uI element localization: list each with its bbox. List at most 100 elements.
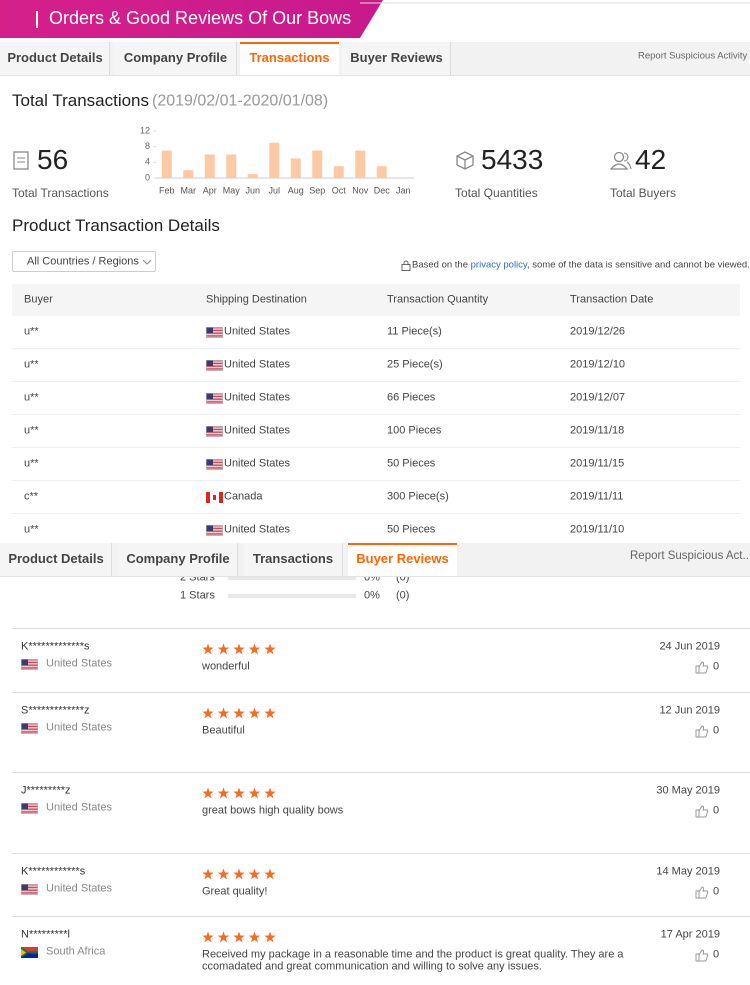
table-cell: 50 Pieces	[387, 457, 436, 470]
report-link[interactable]: Report Suspicious Activity	[638, 50, 748, 62]
flag-band	[219, 492, 223, 503]
flag-stripe	[206, 529, 223, 531]
y-tick-label: 12	[140, 125, 150, 135]
flag-stripe	[206, 367, 223, 369]
tab-label[interactable]: Transactions	[249, 50, 330, 66]
like-count[interactable]: 0	[713, 885, 720, 898]
bar	[333, 166, 344, 178]
tab-label[interactable]: Product Details	[7, 50, 103, 66]
like-count[interactable]: 0	[713, 724, 720, 737]
flag-stripe	[206, 532, 223, 534]
flag	[206, 492, 223, 503]
flag-border	[21, 723, 38, 734]
flag-stripe	[21, 810, 38, 812]
table-cell: u**	[24, 391, 39, 404]
tab-label[interactable]: Product Details	[8, 551, 104, 567]
review-divider	[12, 692, 750, 693]
bar	[204, 154, 215, 178]
flag-stripe	[21, 730, 38, 732]
star	[264, 931, 276, 943]
flag-canton	[21, 659, 28, 665]
report-link[interactable]: Report Suspicious Act...	[630, 550, 750, 563]
bar	[290, 158, 301, 178]
x-tick-label: Feb	[159, 185, 175, 195]
like-icon	[695, 725, 709, 738]
stat-icon	[610, 151, 632, 170]
flag-stripe	[206, 394, 223, 396]
flag-stripe	[206, 534, 223, 536]
rating	[202, 643, 276, 655]
bar	[247, 174, 258, 178]
flag-stripe	[206, 427, 223, 429]
stat-value: 56	[37, 144, 69, 176]
star	[217, 643, 230, 655]
star	[248, 868, 261, 880]
column-header: Transaction Date	[570, 293, 654, 306]
review-text: Beautiful	[202, 724, 245, 737]
star	[264, 643, 276, 655]
flag-stripe	[206, 435, 223, 437]
star	[264, 707, 276, 719]
x-tick-label: Jul	[268, 185, 280, 195]
tab-label[interactable]: Company Profile	[126, 551, 230, 567]
tab-label[interactable]: Company Profile	[123, 50, 228, 66]
flag-stripe	[206, 463, 223, 465]
flag-stripe	[206, 460, 223, 462]
section-heading: Product Transaction Details	[12, 215, 220, 235]
x-tick-label: Mar	[181, 185, 197, 195]
review-text: ccomadated and great communication and w…	[202, 960, 542, 973]
star	[217, 787, 230, 799]
tab-label[interactable]: Transactions	[252, 551, 334, 567]
privacy-note: Based on the privacy policy, some of the…	[412, 259, 750, 270]
flag-stripe	[21, 660, 38, 662]
table-cell: 2019/12/26	[570, 325, 626, 338]
flag-border	[21, 884, 38, 895]
tab	[342, 42, 451, 75]
flag-stripe	[206, 328, 223, 330]
chart: 0 4 8 12 Feb Mar Apr May Jun Jul Aug Sep Oct Nov Dec Ja…	[140, 125, 414, 195]
table-cell: u**	[24, 358, 39, 371]
flag-leaf	[213, 495, 216, 500]
flag-border	[206, 393, 223, 404]
rating	[202, 787, 276, 799]
flag-stripe	[21, 812, 38, 814]
table-cell: u**	[24, 325, 39, 338]
x-tick-label: Apr	[203, 185, 217, 195]
flag-canton	[206, 459, 213, 465]
row-divider	[12, 414, 740, 415]
flag-stripe	[206, 334, 223, 336]
flag-border	[21, 803, 38, 814]
privacy-link[interactable]: privacy policy	[470, 259, 527, 271]
flag-border	[206, 327, 223, 338]
like-count[interactable]: 0	[713, 804, 720, 817]
row-divider	[12, 513, 740, 514]
flag-stripe	[206, 462, 223, 463]
column-header: Transaction Quantity	[387, 293, 489, 306]
star	[202, 643, 214, 655]
icon	[456, 151, 474, 170]
flag-band	[29, 951, 38, 954]
filter-label[interactable]: All Countries / Regions	[27, 255, 139, 268]
flag-canton	[21, 884, 28, 890]
tab-label[interactable]: Buyer Reviews	[350, 50, 443, 66]
like-count[interactable]: 0	[713, 948, 720, 961]
bar	[161, 150, 172, 178]
flag-stripe	[21, 891, 38, 893]
review-date: 14 May 2019	[656, 865, 720, 878]
star-count: (0)	[396, 589, 410, 602]
stat-label: Total Quantities	[455, 185, 538, 200]
table-cell: United States	[224, 325, 291, 338]
like-count[interactable]: 0	[713, 660, 720, 673]
tab-label[interactable]: Buyer Reviews	[356, 551, 449, 567]
flag-canton	[21, 723, 28, 729]
flag-stripe	[21, 885, 38, 887]
star-label: 1 Stars	[180, 589, 215, 602]
flag-canton	[206, 360, 213, 366]
table-cell: u**	[24, 523, 39, 536]
table-cell: 2019/11/11	[570, 490, 624, 503]
flag-stripe	[206, 330, 223, 331]
tab	[118, 543, 238, 576]
lower-panel	[0, 543, 750, 985]
star	[248, 707, 261, 719]
flag-stripe	[206, 399, 223, 401]
